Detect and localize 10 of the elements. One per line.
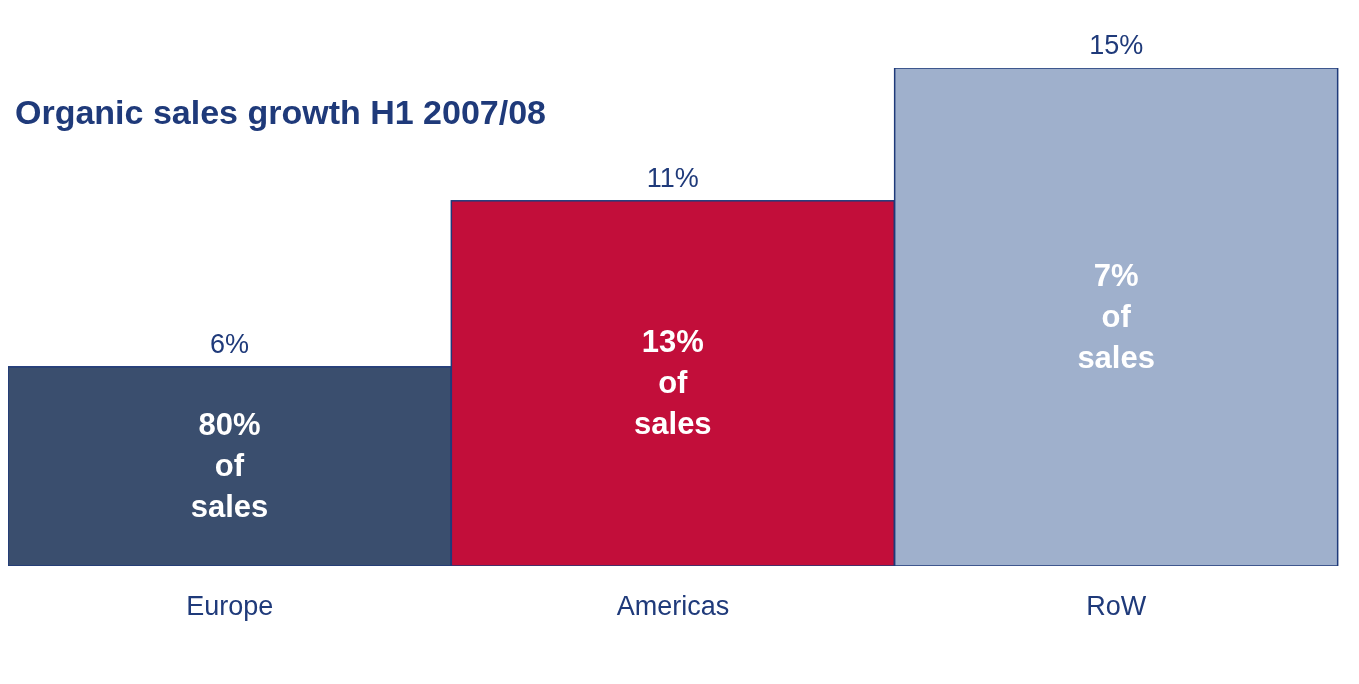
x-tick-label: Europe: [186, 591, 274, 622]
data-label: 6%: [209, 328, 250, 359]
annotation: 13% of sales: [634, 324, 712, 442]
x-tick-label: RoW: [1086, 591, 1147, 622]
text: Organic sales growth H1 2007/08: [15, 93, 547, 132]
annotation: 7% of sales: [1077, 258, 1155, 375]
data-label: 11%: [646, 162, 699, 193]
annotation: 80% of sales: [190, 407, 269, 525]
x-tick-label: Americas: [616, 591, 730, 622]
data-label: 15%: [1089, 30, 1144, 60]
